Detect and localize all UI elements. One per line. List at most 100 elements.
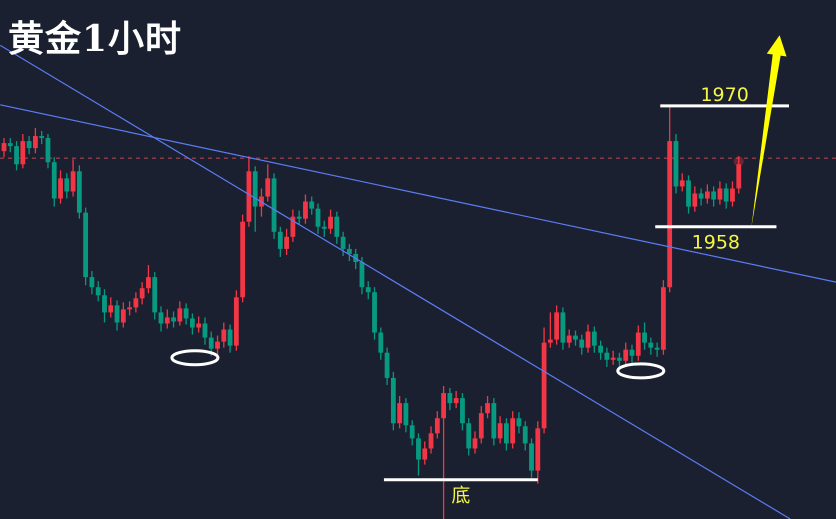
candle — [717, 181, 723, 205]
candle — [315, 203, 321, 234]
candle-body — [390, 377, 396, 424]
candle — [372, 287, 377, 340]
candle — [177, 301, 183, 326]
candle — [453, 391, 459, 409]
candle-body — [397, 403, 403, 424]
candle-body — [478, 413, 484, 439]
highlight-ellipse — [170, 349, 220, 367]
candle-body — [717, 188, 723, 200]
candle — [516, 412, 522, 434]
candle-body — [372, 292, 377, 333]
candle-body — [661, 287, 666, 350]
candle-body — [447, 393, 453, 404]
candle — [158, 306, 164, 332]
candle — [340, 231, 346, 256]
candle-body — [277, 231, 283, 249]
candle-body — [598, 345, 603, 353]
candle-body — [146, 277, 151, 289]
candle-body — [686, 180, 691, 207]
candle — [585, 324, 591, 353]
candle-body — [215, 341, 220, 349]
candle-body — [20, 141, 26, 165]
candle — [76, 165, 82, 219]
candle — [14, 141, 19, 171]
candle-body — [460, 398, 465, 424]
candle-body — [704, 191, 710, 199]
annotations — [170, 35, 787, 380]
candle — [359, 256, 365, 295]
candle — [378, 327, 384, 360]
candle-body — [604, 352, 610, 360]
candle — [692, 186, 698, 212]
candle-body — [7, 143, 13, 147]
candle-body — [102, 295, 107, 313]
candle-body — [667, 141, 673, 288]
candle — [45, 134, 51, 169]
candle-body — [711, 191, 717, 200]
candle — [328, 209, 333, 234]
candle — [70, 159, 76, 197]
candle — [139, 282, 145, 305]
candle-body — [623, 349, 629, 361]
candle-body — [378, 332, 384, 353]
candle-body — [535, 428, 541, 471]
candle-body — [246, 171, 252, 222]
candle-body — [315, 208, 321, 227]
candle-body — [321, 226, 327, 229]
candle — [202, 317, 208, 345]
candle-body — [127, 307, 132, 310]
candle-body — [196, 323, 202, 328]
candle-body — [585, 331, 591, 348]
candle — [635, 325, 641, 361]
candle-body — [409, 425, 415, 439]
candle — [303, 194, 308, 224]
candle — [566, 329, 572, 348]
candle — [642, 322, 647, 350]
candle — [190, 313, 195, 335]
level-label: 底 — [451, 485, 470, 507]
candle — [252, 166, 258, 232]
candle — [384, 347, 390, 385]
candle-body — [591, 331, 597, 346]
candle — [529, 438, 534, 478]
candle-body — [434, 418, 440, 434]
candle-body — [579, 339, 585, 348]
candle-body — [265, 178, 271, 197]
candle-body — [51, 162, 57, 199]
candle — [736, 156, 742, 194]
candle — [390, 371, 396, 431]
candle — [33, 127, 38, 154]
candle — [133, 292, 139, 313]
candle-body — [252, 171, 258, 207]
candle — [491, 398, 497, 446]
candle-body — [58, 178, 63, 199]
candle — [673, 134, 679, 194]
last-price-glow — [733, 156, 744, 167]
candle-body — [428, 433, 434, 449]
candle — [541, 327, 547, 434]
candle — [120, 302, 126, 328]
candle — [321, 220, 327, 237]
candle — [127, 301, 132, 316]
candle-body — [120, 309, 126, 323]
candle-body — [648, 342, 654, 348]
candle — [591, 326, 597, 353]
candle-body — [466, 423, 472, 449]
candle-body — [359, 262, 365, 288]
levels: 1970 1958 底 — [383, 84, 789, 507]
candle-body — [384, 352, 390, 378]
candle — [504, 418, 509, 451]
candle — [403, 398, 409, 433]
candle — [547, 312, 553, 348]
candle-body — [152, 277, 158, 313]
candle-body — [529, 443, 534, 471]
candle — [667, 105, 673, 293]
candle-body — [673, 141, 679, 187]
candle-body — [83, 212, 89, 278]
candle-body — [629, 349, 635, 356]
candle-body — [340, 236, 346, 249]
candle-body — [227, 329, 233, 346]
candle-body — [202, 323, 208, 338]
candle-body — [328, 216, 333, 229]
candle — [95, 281, 101, 302]
